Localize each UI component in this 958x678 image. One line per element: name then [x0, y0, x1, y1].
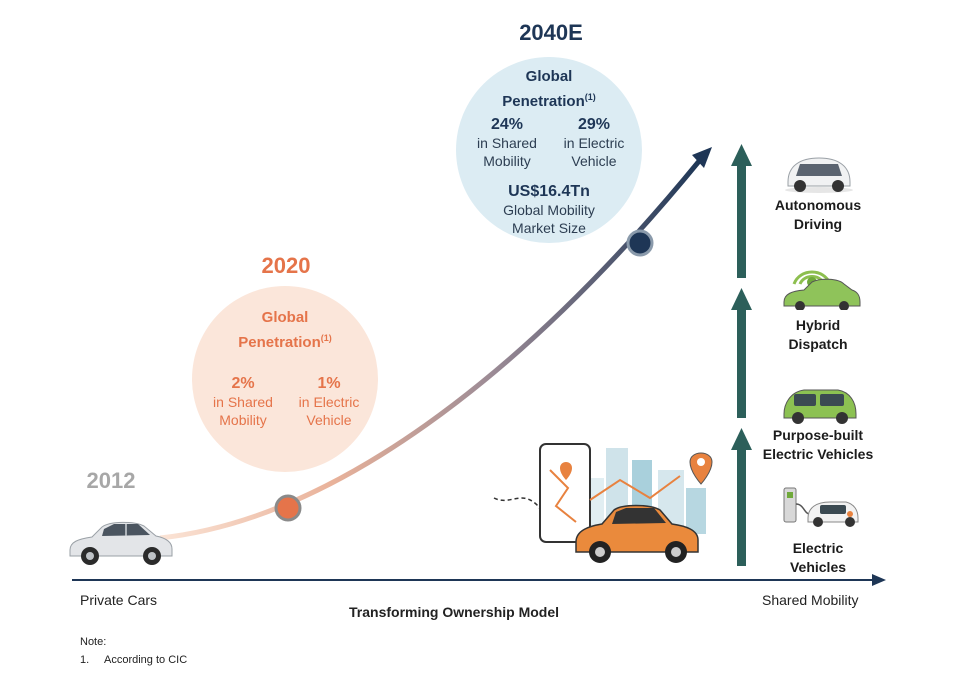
purpose-built-ev-icon [783, 389, 857, 424]
axis-center-label: Transforming Ownership Model [349, 604, 560, 620]
axis-arrowhead [872, 574, 886, 586]
year-2020-label: 2020 [261, 253, 311, 278]
axis-left-label: Private Cars [80, 592, 158, 608]
stage-label-purpose-built-ev: Purpose-built Electric Vehicles [762, 427, 874, 462]
note-item-text: According to CIC [104, 654, 188, 666]
note-item-number: 1. [80, 654, 90, 666]
bubble-2040-electric-stat: 29% in Electric Vehicle [563, 116, 625, 169]
hybrid-dispatch-car-icon [783, 270, 861, 310]
footnote-ref: (1) [584, 92, 596, 102]
axis-right-label: Shared Mobility [762, 592, 859, 608]
year-2012-label: 2012 [86, 468, 136, 493]
milestone-dot-2020 [274, 494, 302, 522]
bubble-2040-shared-stat: 24% in Shared Mobility [477, 116, 537, 169]
stage-arrows [731, 144, 752, 566]
bubble-2020-heading: Global Penetration(1) [238, 309, 332, 351]
stage-label-electric-vehicles: Electric Vehicles [789, 540, 847, 575]
bubble-2020-shared-stat: 2% in Shared Mobility [213, 375, 273, 428]
bubble-2040-market-stat: US$16.4Tn Global Mobility Market Size [503, 183, 595, 236]
ev-charging-icon [783, 487, 859, 527]
stage-label-hybrid-dispatch: Hybrid Dispatch [788, 317, 848, 352]
growth-curve [159, 158, 702, 541]
curve-arrowhead [692, 147, 712, 168]
penetration-bubble-2020: Global Penetration(1) 2% in Shared Mobil… [192, 286, 378, 472]
milestone-dot-2040 [626, 229, 654, 257]
penetration-bubble-2040: Global Penetration(1) 24% in Shared Mobi… [456, 57, 642, 243]
city-map-taxi-icon [493, 443, 713, 563]
note-title: Note: [80, 636, 107, 648]
stage-label-autonomous-driving: Autonomous Driving [774, 197, 862, 232]
footnote-ref: (1) [320, 333, 332, 343]
private-car-icon [69, 521, 173, 565]
bubble-2020-electric-stat: 1% in Electric Vehicle [298, 375, 360, 428]
autonomous-car-icon [785, 157, 853, 193]
year-2040e-label: 2040E [519, 20, 583, 45]
bubble-2040-heading: Global Penetration(1) [502, 68, 596, 110]
